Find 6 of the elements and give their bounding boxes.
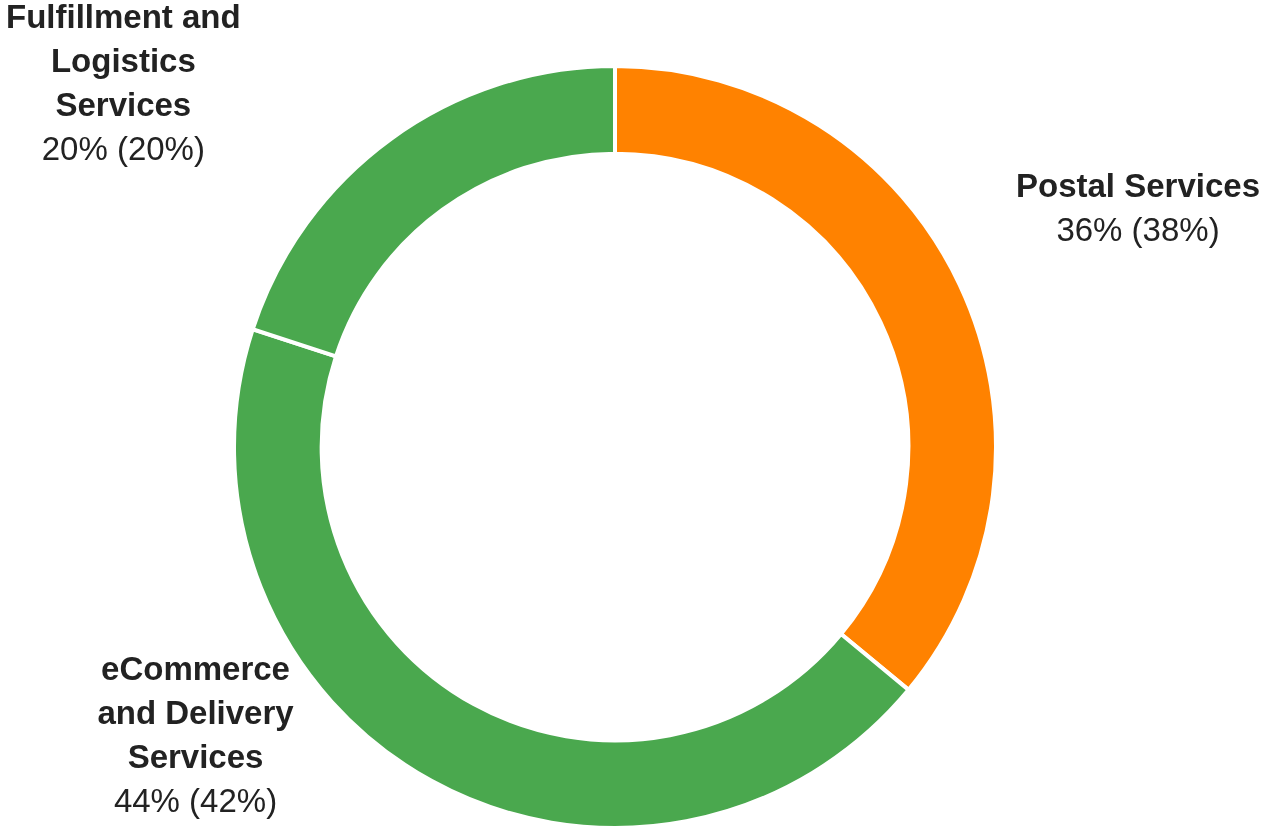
slice-label: eCommerce and Delivery Services bbox=[97, 649, 295, 775]
data-label: 36% (38%) bbox=[1056, 210, 1220, 248]
slice-label: Postal Services bbox=[1016, 166, 1261, 204]
data-label: 44% (42%) bbox=[113, 781, 278, 819]
slice-label: Fulfillment and Logistics Services bbox=[5, 0, 241, 123]
data-label: 20% (20%) bbox=[41, 129, 205, 167]
